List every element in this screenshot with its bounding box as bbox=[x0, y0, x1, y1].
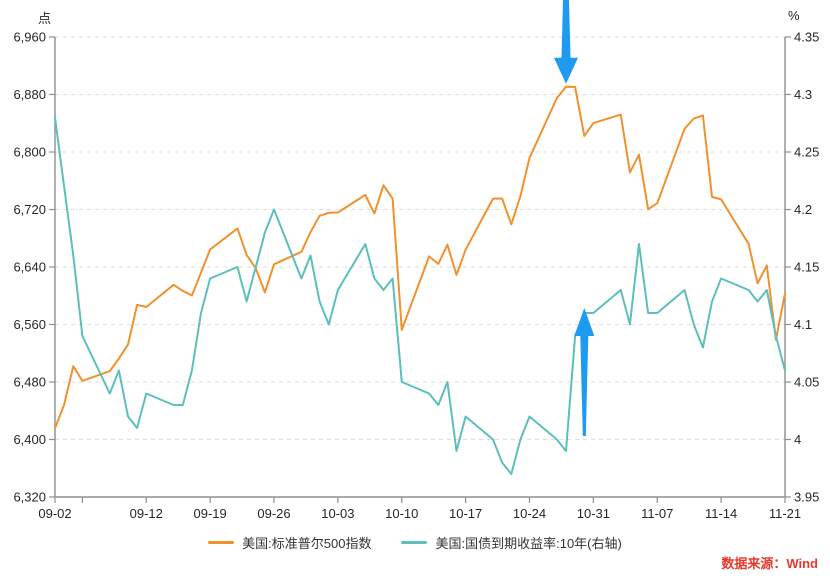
x-axis-tick-label: 11-21 bbox=[769, 506, 801, 521]
x-axis-tick-label: 09-26 bbox=[257, 506, 290, 521]
sp500-line bbox=[54, 85, 786, 430]
x-axis-tick-label: 09-12 bbox=[130, 506, 163, 521]
legend-line-swatch bbox=[208, 541, 235, 544]
x-axis-tick-label: 10-03 bbox=[321, 506, 354, 521]
up-arrow-annotation bbox=[574, 308, 595, 436]
x-axis-tick-label: 11-14 bbox=[705, 506, 737, 521]
right-axis-tick-label: 3.95 bbox=[794, 490, 819, 505]
right-axis-tick-label: 4.15 bbox=[794, 260, 819, 275]
x-axis-tick-label: 09-19 bbox=[194, 506, 227, 521]
legend-label: 美国:标准普尔500指数 bbox=[242, 536, 372, 551]
right-axis-tick-label: 4.25 bbox=[794, 145, 819, 160]
left-axis-tick-label: 6,480 bbox=[13, 375, 46, 390]
left-axis-tick-label: 6,720 bbox=[13, 202, 46, 217]
left-axis-tick-label: 6,400 bbox=[13, 432, 46, 447]
legend-item: 美国:国债到期收益率:10年(右轴) bbox=[401, 533, 622, 552]
right-axis-tick-label: 4 bbox=[794, 432, 801, 447]
right-axis-tick-label: 4.2 bbox=[794, 202, 812, 217]
treasury-yield-line bbox=[54, 116, 786, 475]
right-axis-unit-label: % bbox=[788, 8, 800, 23]
right-axis-tick-label: 4.05 bbox=[794, 375, 819, 390]
right-axis-tick-label: 4.35 bbox=[794, 30, 819, 45]
x-axis-tick-label: 10-17 bbox=[449, 506, 482, 521]
x-axis-tick-label: 10-24 bbox=[513, 506, 546, 521]
left-axis-unit-label: 点 bbox=[38, 11, 52, 26]
left-axis-tick-label: 6,640 bbox=[13, 260, 46, 275]
chart-svg: 6,960 4.35 6,880 4.3 6,800 4.25 6,720 4.2 6,640 4… bbox=[13, 0, 819, 521]
left-axis-tick-label: 6,960 bbox=[13, 30, 46, 45]
left-axis-tick-label: 6,560 bbox=[13, 317, 46, 332]
legend-line-swatch bbox=[401, 541, 428, 544]
down-arrow-annotation bbox=[554, 0, 578, 84]
left-axis-tick-label: 6,880 bbox=[13, 87, 46, 102]
data-source-note: 数据来源：Wind bbox=[721, 556, 818, 571]
left-axis-tick-label: 6,800 bbox=[13, 145, 46, 160]
x-axis-tick-label: 11-07 bbox=[641, 506, 673, 521]
gridlines: 6,960 4.35 6,880 4.3 6,800 4.25 6,720 4.2 6,640 4… bbox=[13, 30, 819, 505]
x-axis-tick-label: 09-02 bbox=[38, 506, 71, 521]
x-axis-tick-label: 10-31 bbox=[577, 506, 610, 521]
right-axis-tick-label: 4.1 bbox=[794, 317, 812, 332]
right-axis-tick-label: 4.3 bbox=[794, 87, 812, 102]
x-axis-tick-label: 10-10 bbox=[385, 506, 418, 521]
axes bbox=[54, 37, 786, 498]
legend: 美国:标准普尔500指数 美国:国债到期收益率:10年(右轴) bbox=[0, 533, 830, 552]
legend-item: 美国:标准普尔500指数 bbox=[208, 533, 371, 552]
left-axis-tick-label: 6,320 bbox=[13, 490, 46, 505]
x-axis-ticks: 09-02 09-12 09-19 09-26 10-03 10-10 10-17 10-24… bbox=[38, 497, 801, 521]
legend-label: 美国:国债到期收益率:10年(右轴) bbox=[435, 536, 622, 551]
